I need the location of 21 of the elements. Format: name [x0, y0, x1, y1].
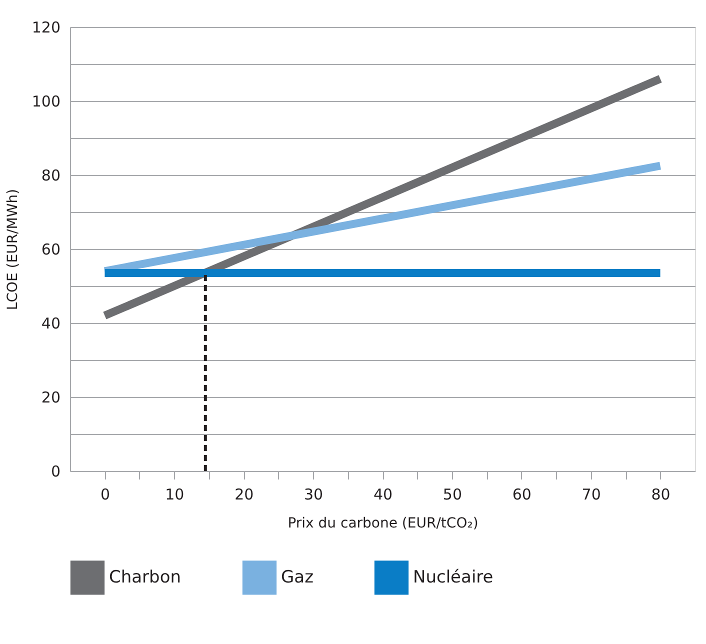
- x-axis-title: Prix du carbone (EUR/tCO₂): [288, 516, 478, 532]
- y-tick-label: 20: [41, 388, 60, 406]
- legend-label: Nucléaire: [413, 568, 494, 588]
- x-tick-label: 10: [165, 486, 184, 504]
- legend-label: Gaz: [281, 568, 314, 588]
- x-tick-label: 20: [234, 486, 254, 504]
- y-tick-label: 100: [32, 92, 60, 110]
- x-tick-label: 0: [100, 486, 110, 504]
- x-tick-label: 50: [442, 486, 462, 504]
- legend-label: Charbon: [109, 568, 182, 588]
- y-tick-label: 40: [41, 314, 60, 332]
- x-tick-label: 80: [651, 486, 670, 504]
- y-tick-label: 120: [32, 18, 60, 36]
- x-tick-label: 30: [304, 486, 324, 504]
- x-tick-label: 70: [582, 486, 601, 504]
- y-axis-title: LCOE (EUR/MWh): [4, 188, 21, 310]
- x-tick-label: 60: [512, 486, 532, 504]
- y-tick-label: 0: [50, 462, 60, 480]
- x-tick-label: 40: [373, 486, 393, 504]
- y-tick-label: 80: [41, 166, 60, 184]
- y-tick-label: 60: [41, 240, 60, 258]
